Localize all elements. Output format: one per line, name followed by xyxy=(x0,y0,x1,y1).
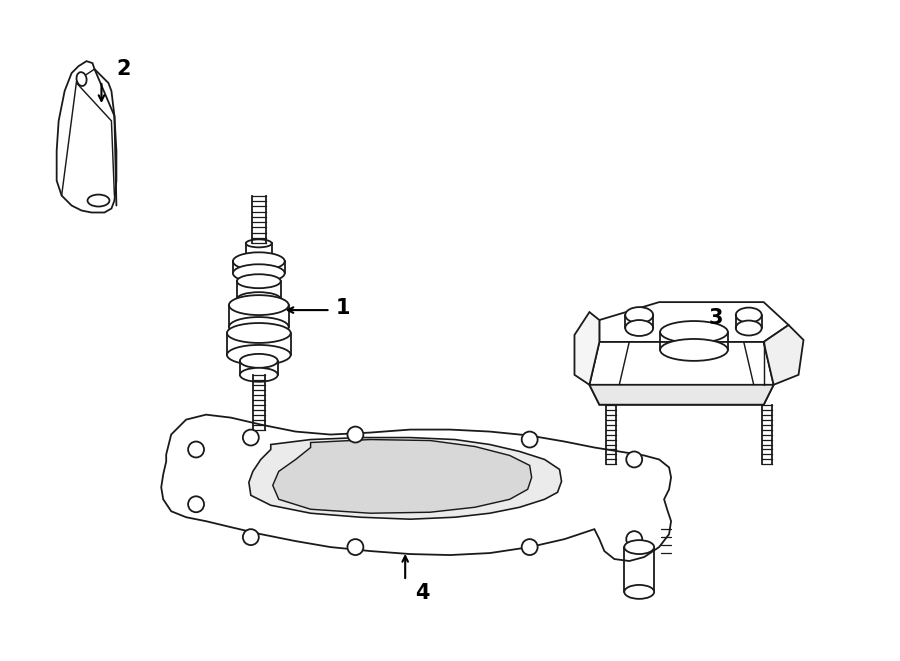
Ellipse shape xyxy=(188,496,204,512)
Ellipse shape xyxy=(736,321,761,336)
Polygon shape xyxy=(273,440,532,513)
Ellipse shape xyxy=(76,72,86,86)
Ellipse shape xyxy=(522,432,537,447)
Polygon shape xyxy=(599,302,788,342)
Polygon shape xyxy=(590,385,774,405)
Ellipse shape xyxy=(626,307,653,323)
Ellipse shape xyxy=(233,264,284,282)
Ellipse shape xyxy=(522,539,537,555)
Polygon shape xyxy=(764,325,804,385)
Polygon shape xyxy=(57,61,116,212)
Ellipse shape xyxy=(240,368,278,382)
Ellipse shape xyxy=(625,585,654,599)
Ellipse shape xyxy=(736,307,761,323)
Ellipse shape xyxy=(227,345,291,365)
Polygon shape xyxy=(161,414,671,561)
Text: 1: 1 xyxy=(336,298,350,318)
Text: 3: 3 xyxy=(709,308,724,328)
Polygon shape xyxy=(590,342,774,405)
Ellipse shape xyxy=(347,426,364,442)
Ellipse shape xyxy=(240,354,278,368)
Ellipse shape xyxy=(347,539,364,555)
Ellipse shape xyxy=(227,323,291,343)
Ellipse shape xyxy=(237,274,281,288)
Polygon shape xyxy=(248,438,562,519)
Ellipse shape xyxy=(626,451,643,467)
Ellipse shape xyxy=(246,239,272,247)
Ellipse shape xyxy=(188,442,204,457)
Ellipse shape xyxy=(626,531,643,547)
Text: 2: 2 xyxy=(116,59,130,79)
Ellipse shape xyxy=(243,529,259,545)
Ellipse shape xyxy=(87,194,110,206)
Ellipse shape xyxy=(660,339,728,361)
Polygon shape xyxy=(574,312,599,385)
Ellipse shape xyxy=(237,292,281,306)
Ellipse shape xyxy=(243,430,259,446)
Ellipse shape xyxy=(229,317,289,337)
Ellipse shape xyxy=(233,253,284,270)
Ellipse shape xyxy=(229,295,289,315)
Ellipse shape xyxy=(626,320,653,336)
Polygon shape xyxy=(246,243,272,261)
Ellipse shape xyxy=(625,540,654,554)
Ellipse shape xyxy=(660,321,728,343)
Text: 4: 4 xyxy=(415,583,429,603)
